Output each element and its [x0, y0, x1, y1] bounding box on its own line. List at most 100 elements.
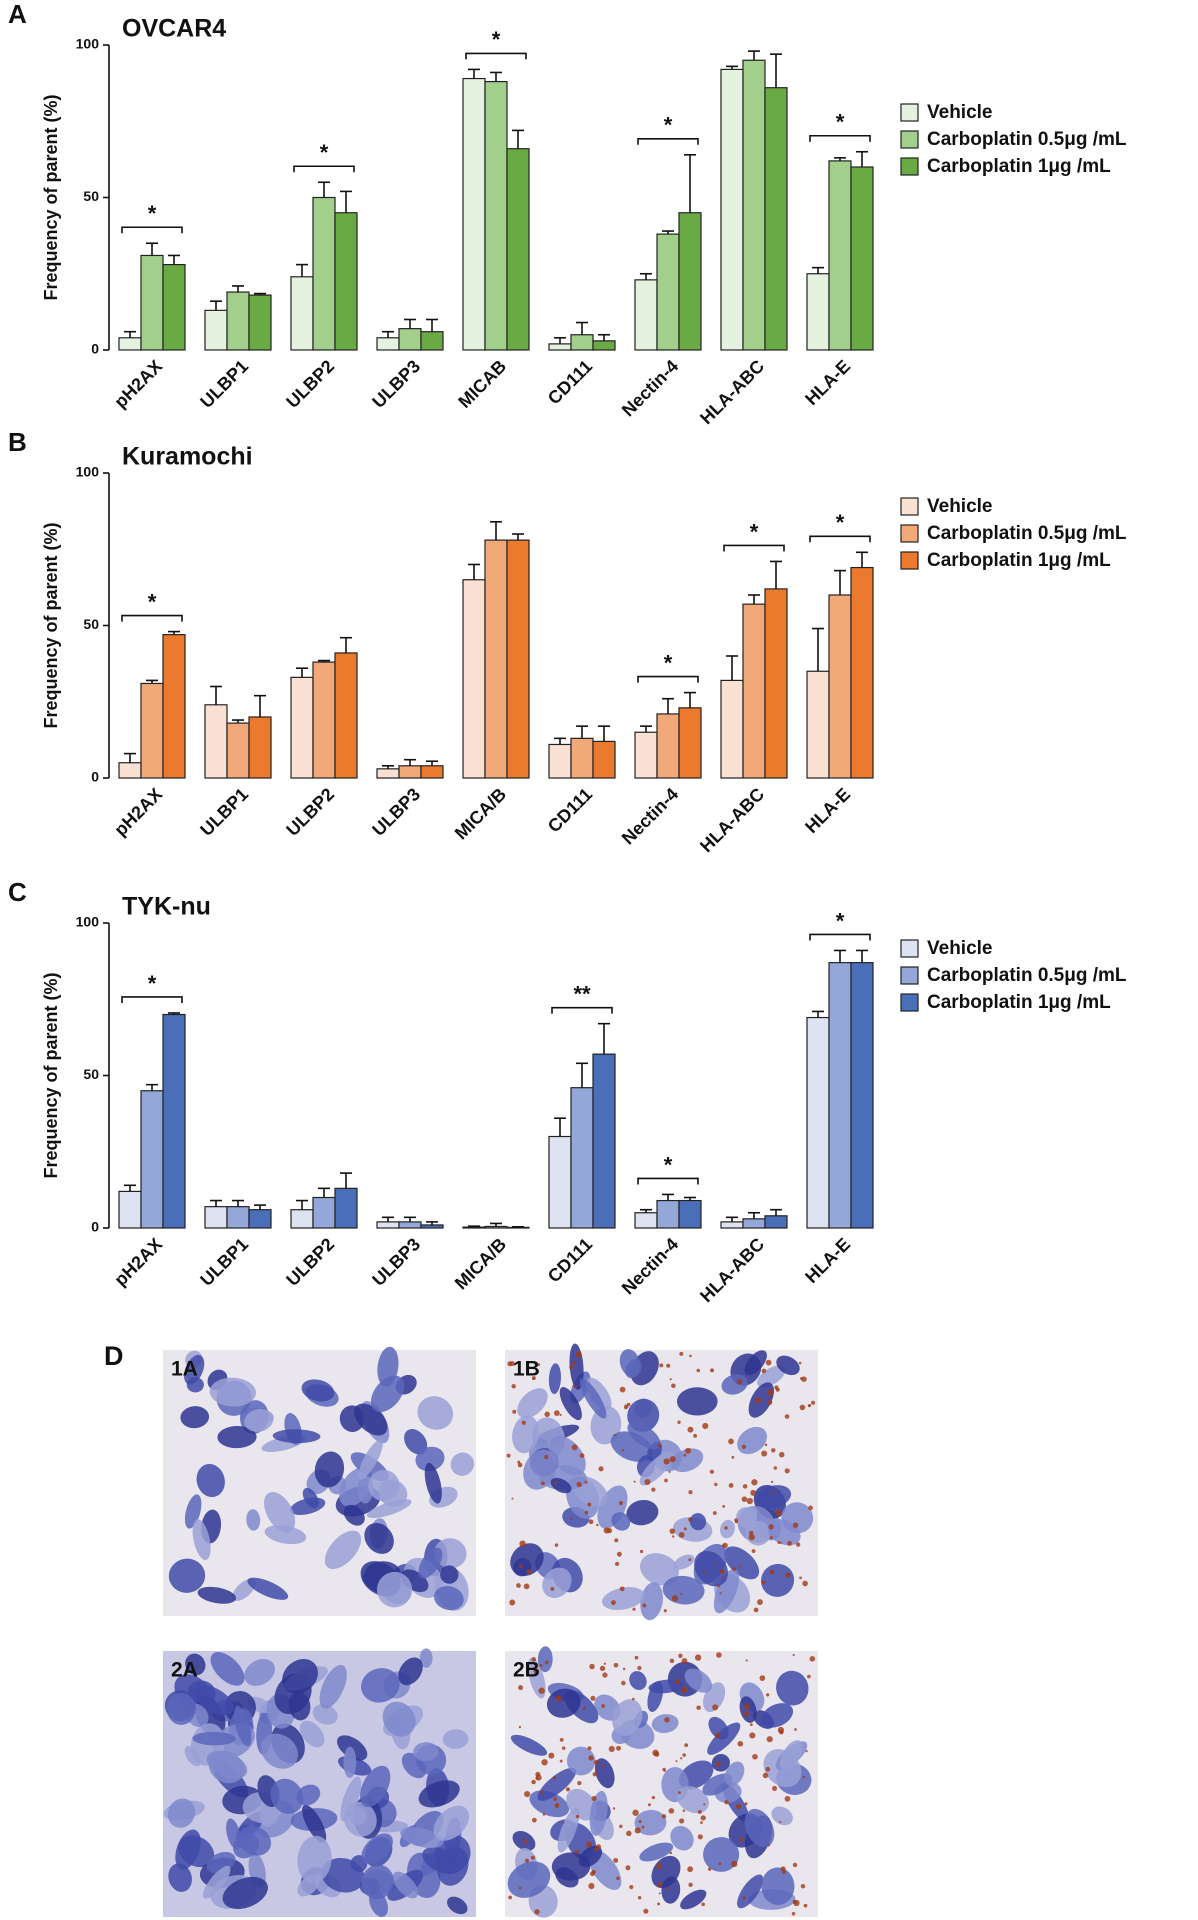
stain-dot [669, 1528, 676, 1534]
bar [398, 765, 422, 779]
bar [118, 762, 142, 779]
stain-dot [651, 1487, 656, 1492]
stain-dot [739, 1565, 742, 1568]
stain-dot [571, 1444, 578, 1451]
error-bar [404, 318, 416, 329]
significance-bracket [551, 1006, 613, 1014]
legend-label: Vehicle [927, 102, 993, 123]
error-bar [146, 1083, 158, 1091]
significance-bracket [809, 933, 871, 941]
stain-dot [592, 1772, 597, 1777]
cell-nucleus [392, 1871, 419, 1899]
bar [140, 1090, 164, 1229]
cell-nucleus [737, 1874, 764, 1909]
stain-dot [601, 1704, 606, 1708]
stain-dot [771, 1480, 774, 1483]
stain-dot [718, 1862, 722, 1866]
cell-nucleus [404, 1429, 428, 1455]
cell-nucleus [180, 1406, 210, 1429]
error-bar [770, 1208, 782, 1216]
stain-dot [679, 1818, 685, 1824]
cell-nucleus [651, 1714, 679, 1734]
bar [678, 212, 702, 351]
stain-dot [621, 1449, 624, 1452]
cell-nucleus [767, 1519, 801, 1546]
stain-dot [687, 1426, 694, 1433]
stain-dot [634, 1655, 639, 1660]
stain-dot [802, 1580, 808, 1587]
bar [398, 328, 422, 351]
stain-dot [672, 1535, 675, 1538]
stain-dot [700, 1821, 703, 1824]
stain-dot [798, 1361, 802, 1365]
error-bar [340, 636, 352, 653]
stain-dot [535, 1777, 539, 1780]
stain-dot [716, 1652, 722, 1658]
error-bar [834, 569, 846, 595]
error-bar [124, 752, 136, 763]
stain-dot [752, 1753, 758, 1760]
bar [204, 1206, 228, 1229]
stain-dot [554, 1480, 558, 1484]
error-bar [726, 65, 738, 70]
cell-nucleus [442, 1729, 469, 1749]
stain-dot [785, 1572, 791, 1578]
stain-dot [769, 1536, 773, 1540]
stain-dot [666, 1887, 670, 1890]
x-tick-label: Nectin-4 [618, 1234, 682, 1298]
stain-dot [634, 1827, 641, 1834]
stain-dot [587, 1502, 592, 1507]
bar [334, 212, 358, 351]
stain-dot [800, 1883, 806, 1889]
cell-nucleus [523, 1449, 557, 1490]
bar [484, 80, 508, 351]
error-bar [576, 321, 588, 335]
cell-nucleus [185, 1653, 206, 1676]
stain-dot [683, 1527, 687, 1531]
stain-dot [728, 1482, 734, 1488]
stain-dot [591, 1795, 597, 1802]
stain-dot [749, 1723, 753, 1727]
cell-nucleus [546, 1688, 581, 1718]
stain-dot [795, 1542, 801, 1547]
stain-dot [612, 1807, 616, 1810]
stain-dot [712, 1511, 717, 1515]
cell-nucleus [744, 1808, 775, 1848]
legend-label: Carboplatin 1μg /mL [927, 156, 1111, 177]
y-axis-label: Frequency of parent (%) [41, 522, 61, 728]
cell-nucleus [244, 1409, 274, 1432]
x-tick-label: HLA-ABC [696, 1234, 768, 1306]
significance-label: * [836, 510, 845, 535]
x-tick-label: CD111 [544, 784, 596, 836]
stain-dot [619, 1824, 623, 1829]
stain-dot [561, 1746, 566, 1750]
significance-bracket [121, 226, 183, 234]
bar [226, 722, 250, 779]
cell-nucleus [166, 1692, 196, 1725]
x-tick-label: ULBP1 [196, 784, 252, 840]
stain-dot [791, 1912, 796, 1916]
stain-dot [707, 1867, 712, 1871]
stain-dot [555, 1695, 562, 1702]
stain-dot [679, 1351, 684, 1356]
cell-nucleus [433, 1805, 470, 1841]
stain-dot [728, 1438, 734, 1445]
error-bar [856, 949, 868, 963]
stain-dot [626, 1830, 632, 1837]
error-bar [748, 594, 760, 605]
cell-nucleus [590, 1406, 622, 1445]
error-bar [748, 50, 760, 61]
stain-dot [554, 1543, 559, 1547]
stain-dot [637, 1895, 642, 1900]
bar [548, 743, 572, 779]
stain-dot [741, 1496, 748, 1502]
error-bar [576, 725, 588, 739]
error-bar [856, 150, 868, 167]
stain-dot [744, 1703, 751, 1710]
bar [376, 1221, 400, 1229]
y-tick-label: 0 [91, 769, 99, 785]
stain-dot [613, 1857, 619, 1863]
stain-dot [573, 1384, 577, 1388]
stain-dot [773, 1466, 778, 1470]
error-bar [318, 1187, 330, 1198]
